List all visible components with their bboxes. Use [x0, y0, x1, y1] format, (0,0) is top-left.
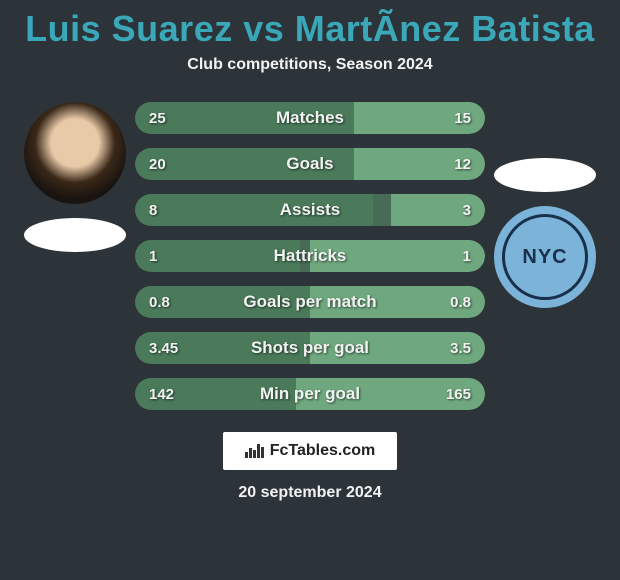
stat-row: 11Hattricks: [135, 240, 485, 272]
logo-text: FcTables.com: [270, 442, 376, 460]
player-right-club-ellipse: [494, 158, 596, 192]
stat-label: Goals per match: [135, 286, 485, 318]
player-left-club-ellipse: [24, 218, 126, 252]
stat-row: 0.80.8Goals per match: [135, 286, 485, 318]
stat-label: Min per goal: [135, 378, 485, 410]
stats-bars: 2515Matches 2012Goals 83Assists 11Hattricks…: [135, 102, 485, 410]
footer: FcTables.com 20 september 2024: [0, 432, 620, 502]
player-left-avatar: [24, 102, 126, 204]
player-left-column: [15, 102, 135, 252]
comparison-infographic: Luis Suarez vs MartÃ­nez Batista Club co…: [0, 0, 620, 580]
stat-row: 2012Goals: [135, 148, 485, 180]
subtitle: Club competitions, Season 2024: [0, 56, 620, 74]
player-right-column: [485, 158, 605, 308]
content-row: 2515Matches 2012Goals 83Assists 11Hattricks…: [0, 102, 620, 410]
bar-chart-icon: [245, 444, 264, 458]
stat-row: 142165Min per goal: [135, 378, 485, 410]
stat-label: Goals: [135, 148, 485, 180]
stat-label: Shots per goal: [135, 332, 485, 364]
stat-row: 83Assists: [135, 194, 485, 226]
stat-row: 2515Matches: [135, 102, 485, 134]
date-label: 20 september 2024: [238, 484, 381, 502]
stat-label: Hattricks: [135, 240, 485, 272]
page-title: Luis Suarez vs MartÃ­nez Batista: [0, 8, 620, 50]
fctables-logo: FcTables.com: [223, 432, 398, 470]
nyc-badge-icon: [502, 214, 588, 300]
stat-label: Matches: [135, 102, 485, 134]
stat-row: 3.453.5Shots per goal: [135, 332, 485, 364]
player-right-club-badge: [494, 206, 596, 308]
stat-label: Assists: [135, 194, 485, 226]
